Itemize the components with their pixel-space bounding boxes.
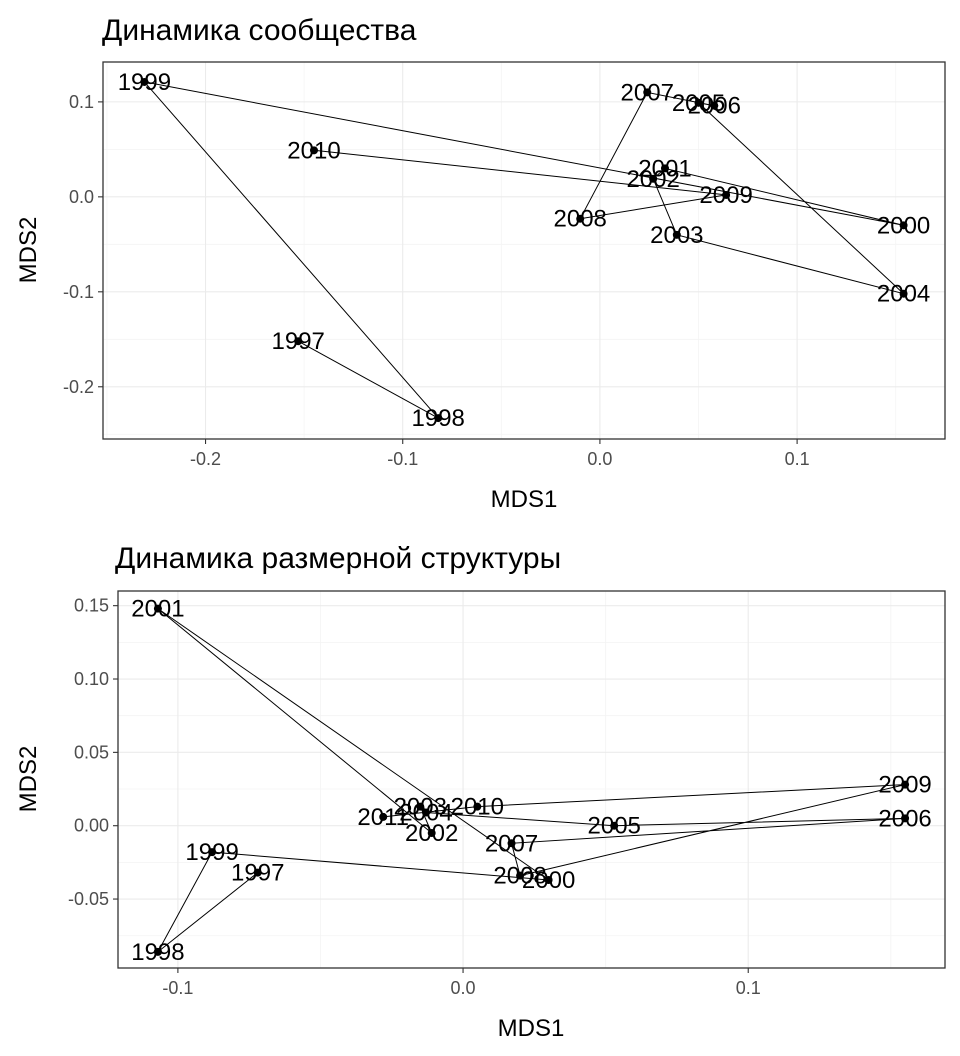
y-tick-label: 0.05 <box>74 742 109 762</box>
x-tick-label: -0.1 <box>162 978 193 998</box>
y-axis-title: MDS2 <box>15 217 42 284</box>
data-point <box>649 174 658 183</box>
data-point <box>208 848 217 857</box>
data-point <box>660 164 669 173</box>
x-tick-label: 0.1 <box>736 978 761 998</box>
point-label: 1998 <box>131 939 184 966</box>
data-point <box>427 829 436 838</box>
y-tick-label: 0.10 <box>74 669 109 689</box>
data-point <box>507 839 516 848</box>
point-label: 2009 <box>699 182 752 209</box>
chart-title: Динамика сообщества <box>102 14 417 47</box>
x-tick-label: 0.1 <box>785 449 810 469</box>
y-tick-label: -0.2 <box>63 377 94 397</box>
point-label: 1999 <box>118 69 171 96</box>
data-point <box>153 947 162 956</box>
data-point <box>899 221 908 230</box>
y-axis-title: MDS2 <box>15 746 42 813</box>
data-point <box>516 871 525 880</box>
community-dynamics-chart: Динамика сообщества 1997 1998 1999 2000 2001… <box>15 14 946 513</box>
data-point <box>610 821 619 830</box>
data-point <box>421 808 430 817</box>
point-label: 1997 <box>272 328 325 355</box>
point-label: 2010 <box>287 137 340 164</box>
trajectory-line <box>143 81 904 419</box>
data-point <box>722 190 731 199</box>
x-axis-title: MDS1 <box>498 1015 565 1042</box>
point-label: 2002 <box>405 820 458 847</box>
point-label: 2002 <box>626 166 679 193</box>
data-point <box>901 814 910 823</box>
point-label: 2004 <box>399 800 452 827</box>
point-label: 2008 <box>493 863 546 890</box>
point-label: 2004 <box>877 281 930 308</box>
y-tick-label: 0.1 <box>69 92 94 112</box>
point-label: 1997 <box>231 860 284 887</box>
point-label: 1999 <box>185 839 238 866</box>
data-point <box>901 780 910 789</box>
x-tick-label: 0.0 <box>451 978 476 998</box>
data-point <box>253 868 262 877</box>
data-point <box>473 802 482 811</box>
point-label: 2009 <box>878 772 931 799</box>
x-tick-label: 0.0 <box>587 449 612 469</box>
size-structure-dynamics-chart: Динамика размерной структуры 1997 1998 199… <box>15 542 946 1042</box>
plot-panel-border <box>102 61 946 440</box>
point-label: 2005 <box>588 813 641 840</box>
point-label: 2001 <box>131 596 184 623</box>
trajectory-line <box>157 608 906 953</box>
point-label: 2006 <box>688 93 741 120</box>
x-tick-label: -0.2 <box>190 449 221 469</box>
data-point <box>309 146 318 155</box>
data-point <box>294 337 303 346</box>
data-point <box>576 214 585 223</box>
point-label: 2003 <box>650 222 703 249</box>
x-tick-label: -0.1 <box>387 449 418 469</box>
point-label: 2000 <box>522 867 575 894</box>
data-point <box>710 101 719 110</box>
y-tick-label: 0.00 <box>74 816 109 836</box>
y-tick-label: -0.05 <box>68 889 109 909</box>
point-label: 2006 <box>878 805 931 832</box>
point-label: 2010 <box>451 794 504 821</box>
y-tick-label: 0.0 <box>69 187 94 207</box>
y-tick-label: -0.1 <box>63 282 94 302</box>
point-label: 2001 <box>638 155 691 182</box>
point-label: 2011 <box>357 804 409 831</box>
point-label: 1998 <box>412 405 465 432</box>
data-point <box>544 875 553 884</box>
point-label: 2008 <box>554 206 607 233</box>
point-label: 2007 <box>485 830 538 857</box>
data-point <box>379 812 388 821</box>
point-label: 2003 <box>394 794 447 821</box>
point-label: 2007 <box>621 79 674 106</box>
data-point <box>434 414 443 423</box>
chart-title: Динамика размерной структуры <box>115 542 561 575</box>
data-point <box>140 77 149 86</box>
y-tick-label: 0.15 <box>74 596 109 616</box>
data-point <box>416 802 425 811</box>
x-axis-title: MDS1 <box>491 486 558 513</box>
point-label: 2000 <box>877 212 930 239</box>
data-point <box>899 289 908 298</box>
plot-panel-border <box>117 590 946 969</box>
data-point <box>694 98 703 107</box>
data-point <box>643 88 652 97</box>
data-point <box>153 604 162 613</box>
data-point <box>672 230 681 239</box>
